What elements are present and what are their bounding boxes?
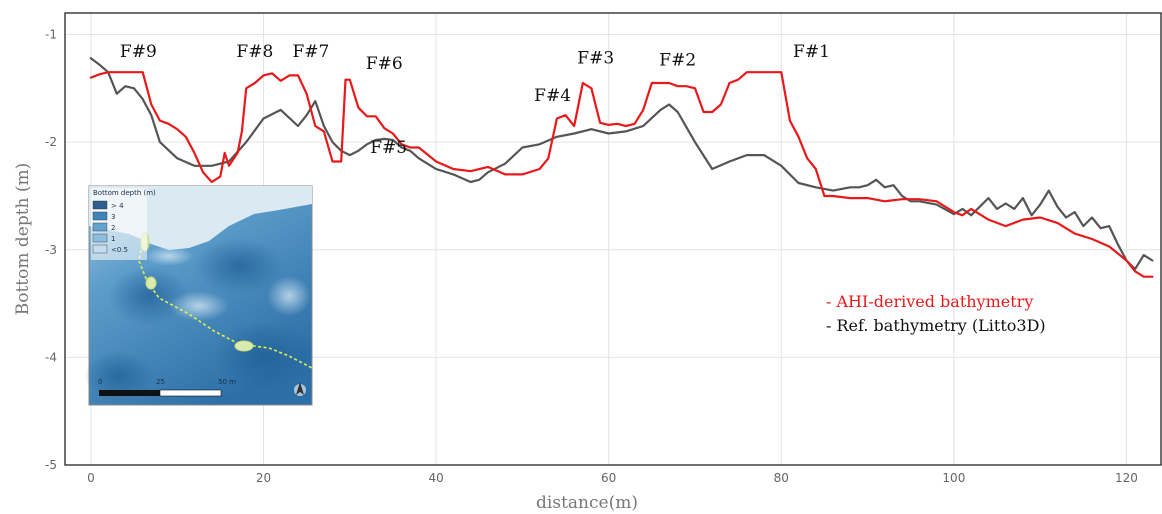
inset-legend-label: > 4 bbox=[111, 202, 124, 210]
legend-entry-litto3d: - Ref. bathymetry (Litto3D) bbox=[826, 316, 1046, 335]
feature-label: F#3 bbox=[577, 49, 614, 69]
feature-label: F#1 bbox=[793, 42, 830, 62]
y-tick-label: -3 bbox=[45, 243, 57, 257]
feature-label: F#9 bbox=[120, 42, 157, 62]
legend-entry-ahi: - AHI-derived bathymetry bbox=[826, 292, 1033, 311]
x-tick-label: 60 bbox=[601, 471, 616, 485]
feature-label: F#5 bbox=[370, 138, 407, 158]
y-tick-labels: -1 -2 -3 -4 -5 bbox=[45, 28, 57, 472]
x-tick-label: 120 bbox=[1115, 471, 1138, 485]
inset-legend-title: Bottom depth (m) bbox=[93, 189, 156, 197]
scale-label-50: 50 m bbox=[218, 378, 236, 386]
legend: - AHI-derived bathymetry - Ref. bathymet… bbox=[826, 292, 1046, 335]
x-axis-title: distance(m) bbox=[536, 493, 638, 513]
inset-legend-swatch bbox=[92, 211, 108, 221]
inset-legend-label: <0.5 bbox=[111, 246, 128, 254]
inset-legend-label: 3 bbox=[111, 213, 115, 221]
inset-legend-label: 1 bbox=[111, 235, 115, 243]
inset-map: Bottom depth (m) > 4 3 2 1 <0.5 0 25 50 m bbox=[84, 185, 314, 406]
shoal-feature bbox=[145, 276, 157, 290]
x-tick-label: 100 bbox=[942, 471, 965, 485]
inset-legend-items: > 4 3 2 1 <0.5 bbox=[92, 200, 128, 254]
inset-deep-area bbox=[84, 351, 154, 401]
x-tick-label: 40 bbox=[428, 471, 443, 485]
y-tick-label: -5 bbox=[45, 458, 57, 472]
y-tick-label: -2 bbox=[45, 135, 57, 149]
inset-legend-swatch bbox=[92, 244, 108, 254]
series-line-ahi bbox=[89, 71, 1154, 278]
y-axis-title: Bottom depth (m) bbox=[13, 163, 33, 316]
y-tick-label: -1 bbox=[45, 28, 57, 42]
inset-shallow-area bbox=[169, 291, 229, 321]
plot-frame bbox=[64, 12, 1162, 466]
north-arrow-icon bbox=[294, 382, 306, 396]
annotation-layer: F#9 F#8 F#7 F#6 F#5 F#4 F#3 F#2 F#1 bbox=[120, 42, 830, 158]
feature-label: F#8 bbox=[236, 42, 273, 62]
feature-label: F#7 bbox=[293, 42, 330, 62]
inset-deep-area bbox=[214, 321, 314, 391]
x-tick-labels: 0 20 40 60 80 100 120 bbox=[87, 471, 1138, 485]
inset-legend-swatch bbox=[92, 233, 108, 243]
feature-label: F#6 bbox=[366, 54, 403, 74]
inset-legend-swatch bbox=[92, 200, 108, 210]
scale-bar-white bbox=[159, 389, 222, 397]
scale-label-0: 0 bbox=[98, 378, 102, 386]
scale-label-25: 25 bbox=[156, 378, 165, 386]
y-tick-label: -4 bbox=[45, 350, 57, 364]
shoal-feature bbox=[234, 340, 254, 352]
series-layer bbox=[89, 57, 1154, 278]
inset-legend-swatch bbox=[92, 222, 108, 232]
feature-label: F#4 bbox=[534, 86, 571, 106]
x-tick-label: 80 bbox=[774, 471, 789, 485]
x-tick-label: 0 bbox=[87, 471, 95, 485]
inset-shallow-area bbox=[267, 276, 311, 316]
inset-shallow-area bbox=[144, 246, 194, 266]
series-line-litto3d bbox=[89, 57, 1154, 271]
scale-bar-black bbox=[99, 390, 160, 396]
inset-legend-label: 2 bbox=[111, 224, 115, 232]
feature-label: F#2 bbox=[659, 51, 696, 71]
inset-deep-area bbox=[109, 266, 189, 326]
inset-deep-area bbox=[194, 238, 284, 294]
x-tick-label: 20 bbox=[256, 471, 271, 485]
